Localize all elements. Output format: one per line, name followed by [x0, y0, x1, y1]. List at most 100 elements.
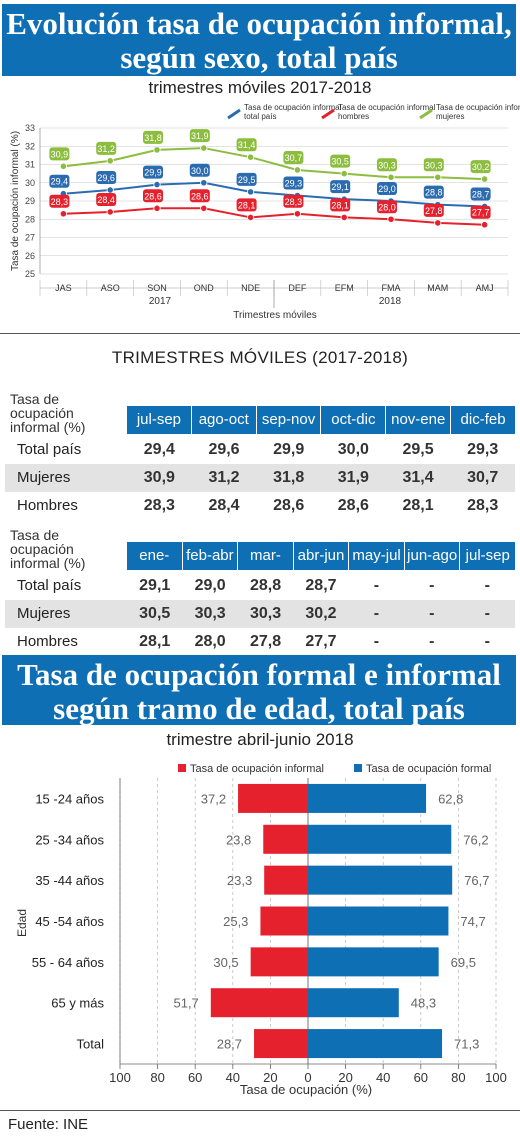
table2-row-title-2: ocupación [10, 541, 74, 557]
value-label-total: 29,5 [238, 175, 256, 185]
value-label-total: 29,6 [97, 173, 115, 183]
table-header-cell: may-jul [348, 542, 404, 570]
value-label-mujeres: 30,5 [331, 157, 349, 167]
table-cell: 30,3 [249, 605, 282, 622]
table-cell: 28,6 [337, 497, 369, 514]
data-point-hombres [434, 219, 442, 227]
value-label-bg-total [470, 187, 491, 201]
table-cell: 28,6 [273, 497, 305, 514]
value-label-hombres: 28,1 [331, 200, 349, 210]
table-cell: 29,3 [467, 441, 499, 458]
value-label-bg-total [283, 176, 304, 190]
bar-formal [308, 947, 439, 977]
value-label-hombres: 28,6 [191, 191, 209, 201]
value-label-total: 28,8 [425, 188, 443, 198]
bar-formal [308, 906, 449, 936]
value-label-mujeres: 30,3 [425, 160, 443, 170]
table-cell: 29,1 [139, 577, 171, 594]
table-row-label: Total país [17, 577, 82, 594]
bar-chart-ylabel: Edad [15, 909, 29, 937]
category-label: 45 -54 años [35, 914, 104, 929]
source-note: Fuente: INE [8, 1116, 89, 1133]
category-label: 65 y más [51, 996, 104, 1011]
x-tick-label: 100 [109, 1070, 131, 1085]
bar-label-informal: 25,3 [223, 914, 248, 929]
table-header-cell: dic-feb [450, 406, 515, 434]
table-row-label: Mujeres [17, 469, 71, 486]
table-cell: 31,4 [402, 469, 434, 486]
table-header-cell: mar-may [237, 542, 293, 592]
line-chart: 25 26 27 28 29 30 31 32 33 Tasa de ocupación inf… [10, 103, 520, 321]
table-row: Hombres 28,1 28,0 27,8 27,7 - - - [5, 628, 515, 656]
table-header-cell: jul-sep [459, 542, 516, 570]
table-header-cell: ago-oct [190, 406, 256, 434]
line-chart-xticks: JAS ASO SON OND NDE DEF EFM FMA MAM AMJ [39, 280, 509, 308]
value-label-bg-total [330, 180, 351, 194]
value-label-bg-total [189, 163, 210, 177]
y-tick-label: 27 [25, 233, 35, 243]
table-row-label: Total país [17, 441, 82, 458]
value-label-bg-mujeres [189, 129, 210, 143]
series-line-mujeres [63, 147, 485, 181]
value-label-bg-hombres [377, 200, 397, 214]
data-point-mujeres [106, 157, 114, 165]
table-cell: 29,0 [194, 577, 226, 594]
x-tick-label: OND [194, 283, 215, 293]
line-chart-lines: 30,9 31,2 31,8 31,9 31,4 30,7 30,5 30,3 30,3 30,2… [49, 129, 491, 229]
x-tick-label: 80 [150, 1070, 164, 1085]
table-header-cell: jun-ago [403, 542, 460, 570]
x-tick-label: EFM [335, 283, 354, 293]
table2-row-title-1: Tasa de [10, 527, 60, 543]
data-point-hombres [340, 213, 348, 222]
value-label-bg-mujeres [283, 150, 304, 164]
table1-row-title-2: ocupación [10, 405, 74, 421]
category-label: 55 - 64 años [32, 955, 105, 970]
value-label-total: 29,9 [144, 168, 162, 178]
legend-swatch-formal [354, 764, 362, 772]
table-cell: 31,2 [208, 469, 240, 486]
x-tick-label: JAS [55, 283, 72, 293]
bar-label-informal: 28,7 [217, 1037, 242, 1052]
table-cell: - [429, 633, 435, 650]
value-label-total: 29,4 [51, 177, 69, 187]
table-cell: 27,8 [249, 633, 282, 650]
series-line-hombres [63, 207, 485, 226]
table-header-cell: oct-dic [320, 406, 386, 434]
year-label-2017: 2017 [149, 296, 172, 307]
category-label: 25 -34 años [35, 832, 104, 847]
legend-swatch-mujeres [419, 108, 433, 120]
category-label: 35 -44 años [35, 873, 104, 888]
chart2-title-banner: Tasa de ocupación formal e informal segú… [2, 655, 516, 726]
legend-label-total-2: total país [244, 112, 276, 121]
table1-row-title-3: informal (%) [10, 419, 86, 435]
x-tick-label: FMA [382, 283, 401, 293]
table-header-cell: nov-ene [385, 406, 451, 434]
value-label-total: 29,3 [285, 179, 303, 189]
bar-informal [238, 783, 308, 813]
table-cell: 28,4 [208, 497, 240, 514]
x-tick-label: DEF [288, 283, 307, 293]
category-label: Total [77, 1037, 105, 1052]
footer-divider [0, 1110, 520, 1111]
bar-formal [308, 988, 399, 1018]
table-cell: 28,7 [305, 577, 337, 594]
bar-label-formal: 48,3 [411, 996, 436, 1011]
value-label-bg-mujeres [96, 141, 117, 155]
table-cell: 30,9 [143, 469, 175, 486]
y-tick-label: 33 [25, 123, 35, 133]
data-point-total [106, 186, 114, 194]
table-part1: jul-sep ago-oct sep-nov oct-dic nov-ene dic-f… [5, 406, 515, 516]
table-cell: 29,9 [273, 441, 305, 458]
data-point-hombres [293, 210, 301, 218]
value-label-bg-hombres [236, 198, 257, 212]
table-cell: - [484, 605, 490, 622]
data-point-hombres [106, 208, 114, 216]
data-point-mujeres [340, 170, 348, 178]
value-label-bg-hombres [49, 194, 70, 208]
table-row: Mujeres 30,9 31,2 31,8 31,9 31,4 30,7 [5, 464, 515, 492]
y-tick-label: 29 [25, 196, 35, 206]
value-label-total: 30,0 [191, 166, 209, 176]
legend-swatch-informal [178, 764, 186, 772]
data-point-total [247, 188, 255, 196]
value-label-bg-mujeres [330, 154, 351, 168]
